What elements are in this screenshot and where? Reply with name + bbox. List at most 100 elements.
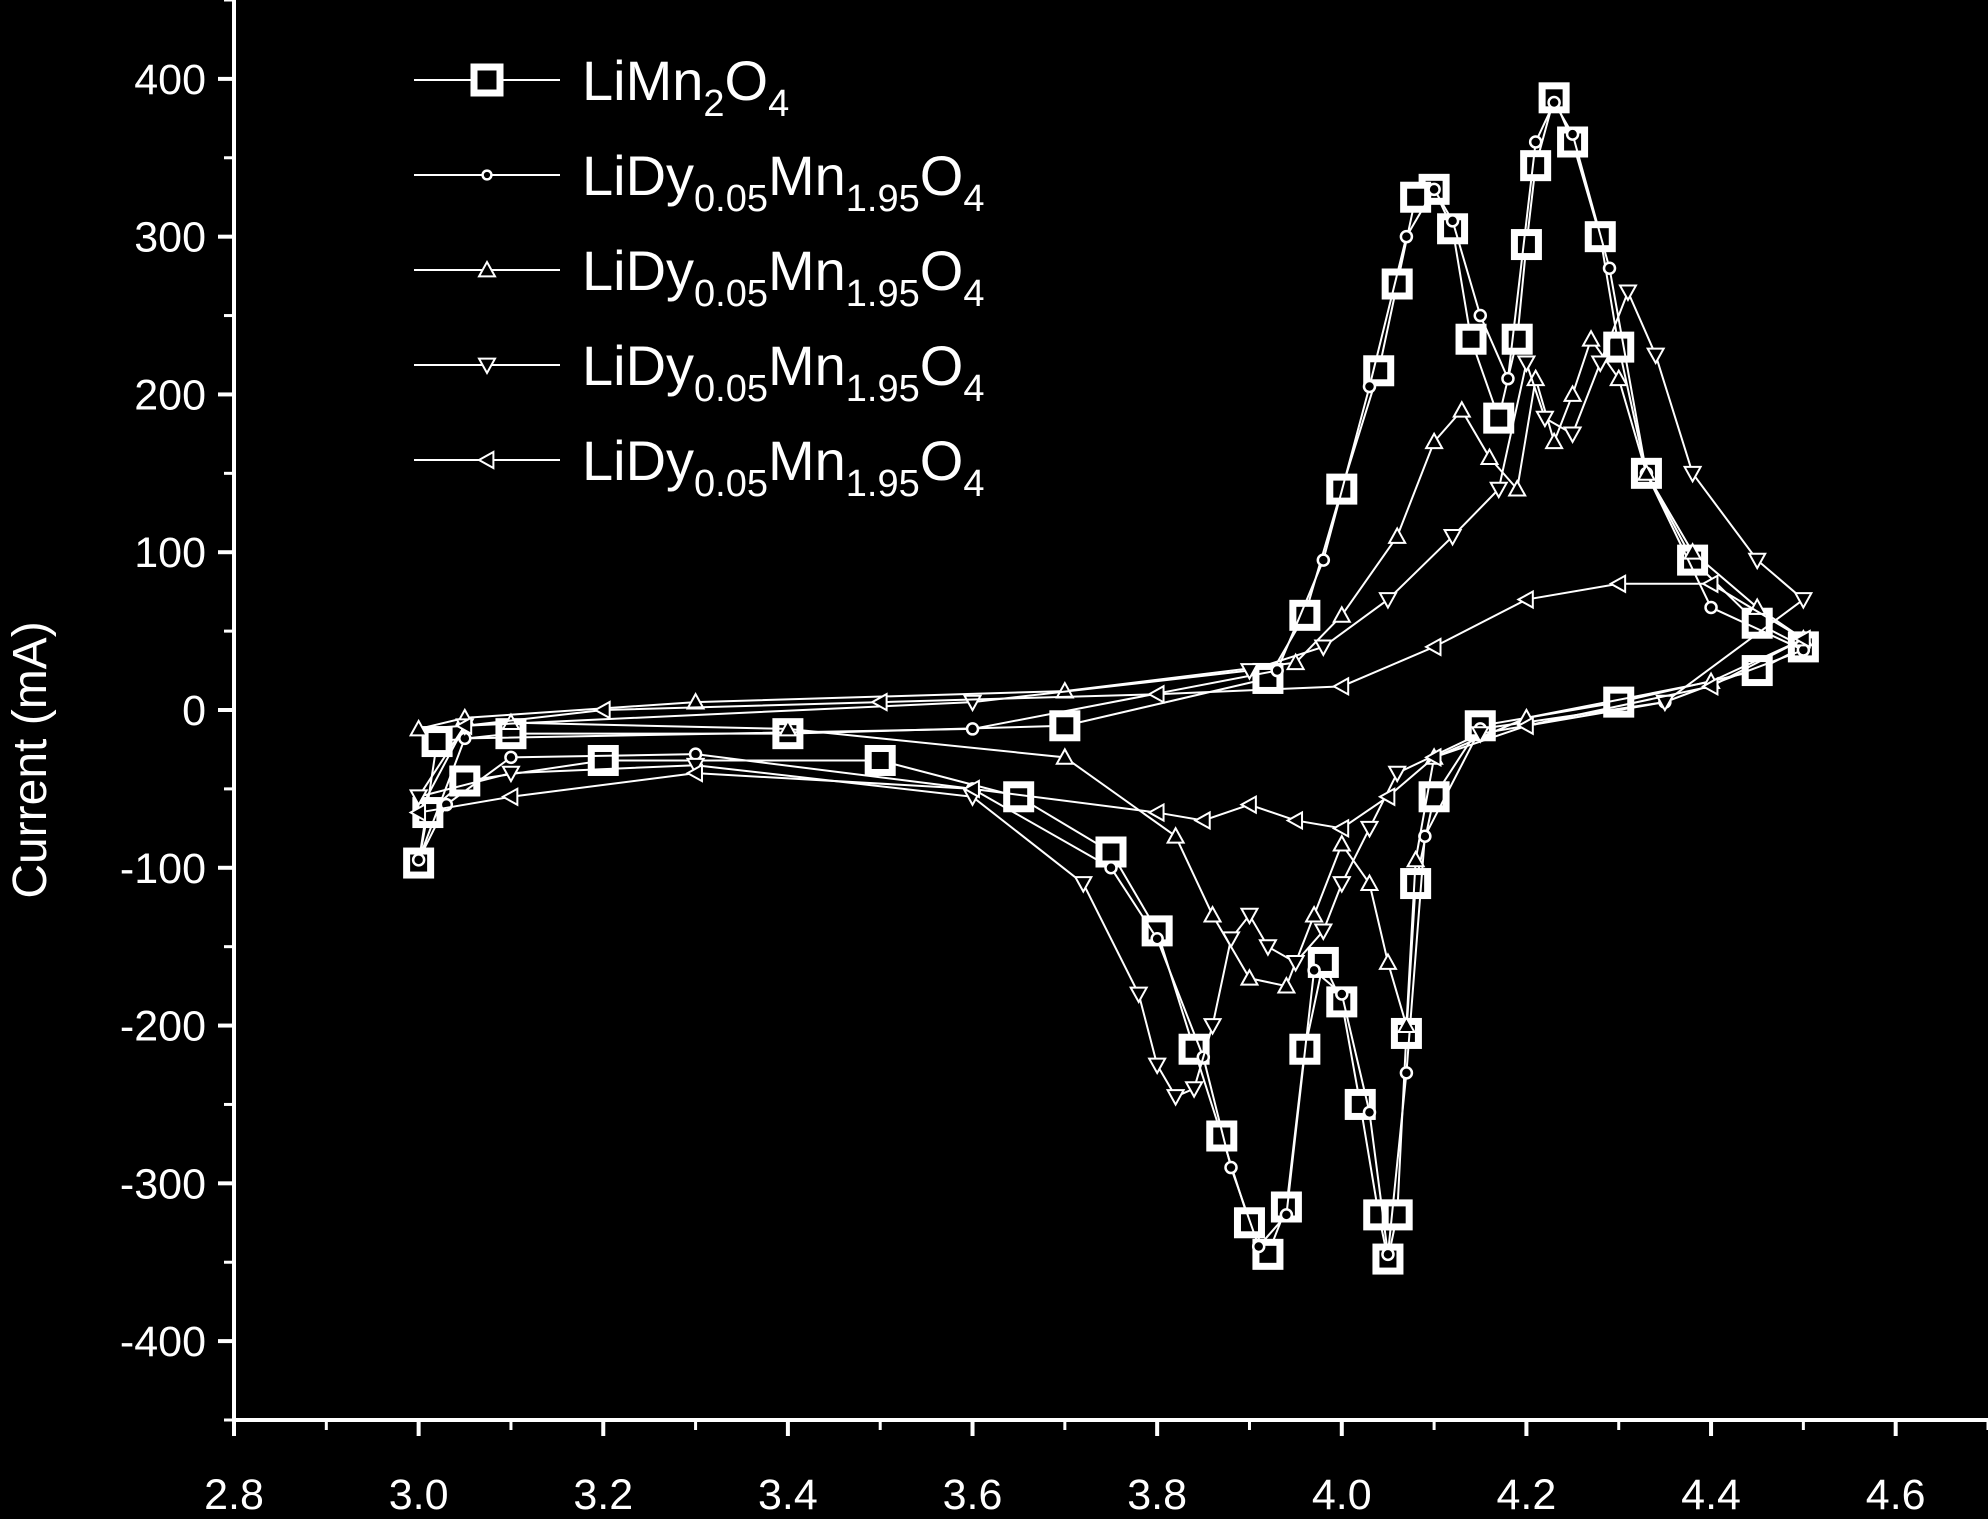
legend-marker-3 [477, 259, 497, 278]
series-2-point-9 [1224, 1160, 1238, 1175]
series-4-point-2 [501, 765, 521, 784]
series-3-point-6 [1202, 905, 1223, 923]
legend-marker-2 [481, 169, 493, 181]
series-2-point-11 [1279, 1208, 1294, 1222]
series-5-point-9 [1331, 818, 1350, 839]
series-2-point-31 [1399, 229, 1414, 244]
series-5-point-6 [1193, 810, 1211, 831]
series-4-point-30 [1489, 481, 1509, 500]
series-2-point-1 [411, 853, 426, 867]
y-tick-label: 200 [134, 371, 206, 419]
x-tick-label: 4.0 [1312, 1471, 1372, 1519]
series-5-point-7 [1239, 794, 1257, 815]
series-5-point-14 [1793, 629, 1811, 649]
series-2-point-13 [1335, 987, 1349, 1001]
series-layer [403, 82, 1819, 1275]
series-4-point-23 [1682, 465, 1703, 484]
series-4-point-26 [1590, 355, 1610, 373]
series-2-point-12 [1307, 963, 1321, 978]
series-1-point-35 [1520, 150, 1552, 182]
series-5-point-1 [408, 802, 427, 823]
series-5-point-20 [1147, 684, 1165, 704]
series-4-point-13 [1258, 939, 1278, 957]
series-4-point-8 [1165, 1089, 1186, 1107]
series-3-point-11 [1359, 873, 1380, 891]
y-tick-label: -100 [120, 845, 206, 893]
y-tick-label: -300 [120, 1160, 206, 1208]
x-tick-label: 3.8 [1127, 1471, 1187, 1519]
series-3-point-24 [1562, 384, 1583, 402]
series-5-point-23 [454, 716, 473, 736]
series-4-point-10 [1202, 1018, 1223, 1036]
series-1 [403, 82, 1819, 1275]
legend-entry-3: LiDy0.05Mn1.95O4 [414, 239, 984, 315]
series-5-point-18 [1424, 637, 1442, 657]
series-1-point-37 [1501, 323, 1533, 355]
series-2-point-24 [1565, 127, 1580, 141]
series-4-point-7 [1147, 1057, 1167, 1076]
series-3-point-32 [1332, 605, 1352, 623]
series-3-point-8 [1276, 976, 1297, 994]
y-tick-label: 400 [134, 56, 206, 104]
series-4-point-14 [1285, 955, 1306, 973]
y-tick-label: 100 [134, 529, 206, 577]
series-5-point-8 [1285, 810, 1304, 831]
series-3-point-35 [685, 692, 706, 710]
series-1-point-38 [1483, 402, 1515, 434]
y-axis-title: Current (mA) [4, 621, 57, 898]
series-3-point-27 [1507, 479, 1527, 497]
series-3-point-1 [408, 718, 429, 737]
axes-layer: -400 -300 -200 -100 0 100 200 300 400 2.8 3.0 3.2 3.… [120, 0, 1988, 1519]
series-3-point-7 [1239, 968, 1260, 986]
series-5-point-19 [1331, 676, 1350, 697]
series-3-point-31 [1387, 526, 1407, 544]
legend-marker-4 [477, 357, 497, 376]
series-5-point-16 [1608, 574, 1627, 594]
series-5-point-4 [962, 779, 980, 799]
series-1-point-48 [1049, 710, 1081, 742]
series-1-point-45 [1326, 473, 1358, 505]
series-2-point-34 [1270, 663, 1284, 678]
series-5-line [417, 582, 1806, 830]
series-4-point-34 [1239, 663, 1260, 681]
series-3-point-14 [1405, 849, 1426, 868]
series-1-point-3 [449, 765, 481, 797]
series-3-point-4 [1055, 747, 1075, 765]
series-4-point-1 [408, 789, 429, 807]
series-4-point-27 [1562, 426, 1583, 444]
legend-label-5: LiDy0.05Mn1.95O4 [582, 429, 984, 505]
series-5-point-15 [1700, 574, 1719, 594]
series-1-point-5 [864, 744, 896, 776]
series-2-point-14 [1362, 1105, 1377, 1120]
series-2-point-28 [1473, 308, 1488, 323]
legend-label-4: LiDy0.05Mn1.95O4 [582, 334, 984, 410]
series-3-point-25 [1544, 431, 1564, 450]
series-3-point-12 [1378, 952, 1398, 970]
series-2-point-16 [1399, 1066, 1414, 1080]
series-2-point-35 [965, 722, 980, 736]
series-1-point-42 [1400, 181, 1432, 213]
series-4-point-18 [1387, 765, 1407, 784]
y-tick-label: 300 [134, 214, 206, 262]
series-3-point-5 [1165, 826, 1186, 844]
y-tick-label: -200 [120, 1003, 206, 1051]
legend-marker-1 [470, 63, 504, 97]
series-2-point-30 [1427, 182, 1441, 197]
series-4-point-9 [1184, 1081, 1204, 1099]
legend-entry-1: LiMn2O4 [414, 49, 789, 125]
series-4-point-16 [1332, 876, 1352, 894]
series-4-point-25 [1618, 284, 1638, 302]
x-tick-label: 3.0 [389, 1471, 449, 1519]
series-2-point-29 [1445, 214, 1460, 228]
series-4 [408, 284, 1814, 1107]
x-tick-label: 2.8 [204, 1471, 264, 1519]
series-3-point-30 [1424, 431, 1444, 450]
series-4-point-33 [1313, 639, 1334, 657]
series-1-point-20 [1381, 1199, 1413, 1231]
x-tick-label: 4.2 [1497, 1471, 1557, 1519]
series-2-point-3 [504, 750, 518, 765]
legend-entry-5: LiDy0.05Mn1.95O4 [414, 429, 984, 505]
series-1-point-51 [421, 726, 453, 758]
series-2-point-23 [1602, 261, 1617, 275]
